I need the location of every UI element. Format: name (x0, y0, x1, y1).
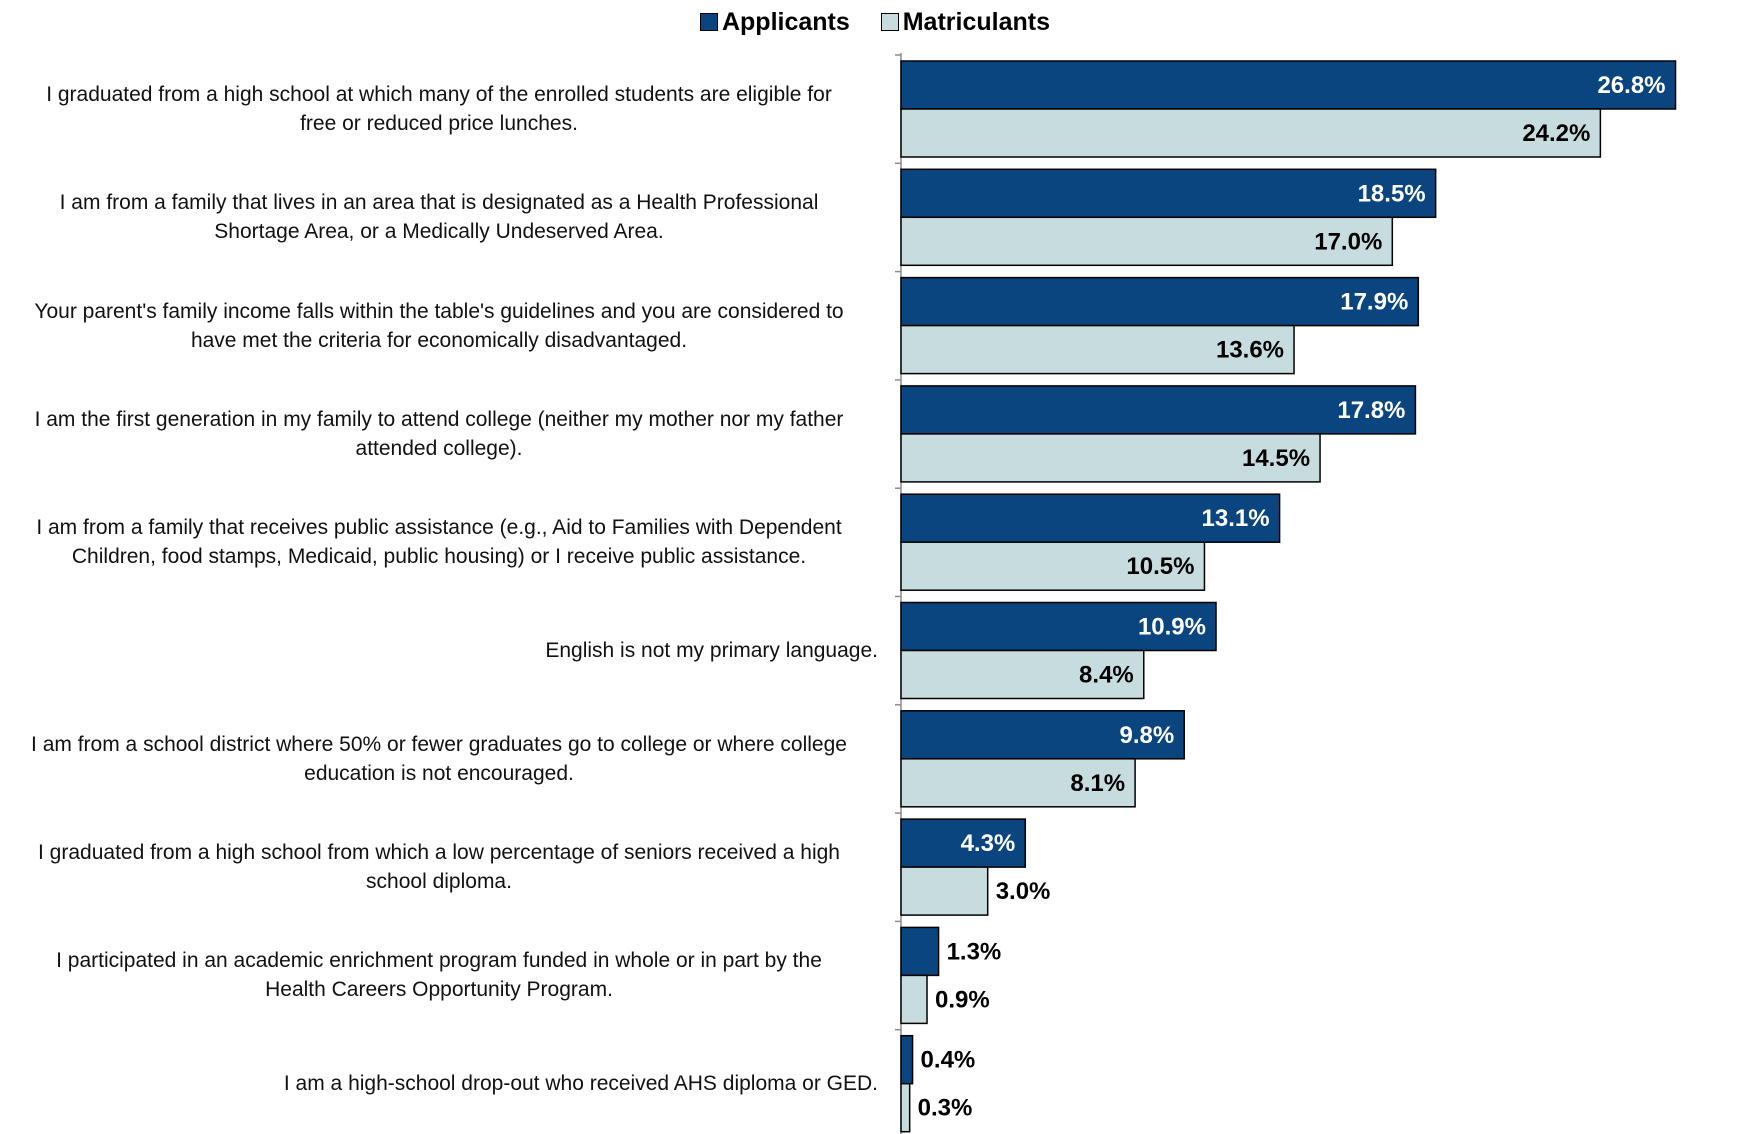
category-label-line: have met the criteria for economically d… (190, 328, 688, 352)
data-label-matriculants-7: 3.0% (996, 878, 1051, 905)
bar-matriculants-0 (900, 108, 1602, 158)
bar-matriculants-7 (900, 866, 989, 916)
data-label-matriculants-8: 0.9% (935, 986, 990, 1013)
data-label-matriculants-5: 8.4% (1079, 662, 1134, 689)
category-label-line: Children, food stamps, Medicaid, public … (71, 545, 807, 569)
data-label-applicants-8: 1.3% (947, 938, 1002, 965)
data-label-applicants-5: 10.9% (1138, 614, 1206, 641)
bar-matriculants-9 (900, 1082, 911, 1133)
legend-label-applicants: Applicants (721, 8, 850, 36)
legend-item-applicants: Applicants (699, 8, 850, 37)
bar-applicants-2 (900, 276, 1420, 327)
bar-applicants-4 (900, 493, 1281, 543)
category-label-line: English is not my primary language. (545, 639, 878, 662)
data-label-matriculants-0: 24.2% (1522, 120, 1590, 147)
bar-matriculants-6 (900, 758, 1136, 808)
category-label-line: I am from a family that receives public … (36, 516, 842, 540)
legend-label-matriculants: Matriculants (902, 8, 1050, 36)
category-label: I participated in an academic enrichment… (0, 946, 878, 1004)
data-label-matriculants-3: 14.5% (1242, 445, 1310, 472)
category-label-line: I graduated from a high school from whic… (38, 841, 840, 865)
bar-matriculants-3 (900, 433, 1321, 483)
bar-applicants-6 (900, 710, 1185, 760)
category-label: I graduated from a high school from whic… (0, 838, 878, 896)
data-label-applicants-0: 26.8% (1597, 72, 1665, 99)
category-label-line: I am the first generation in my family t… (34, 407, 844, 431)
category-label-line: I am from a school district where 50% or… (31, 732, 847, 756)
legend-item-matriculants: Matriculants (880, 8, 1050, 37)
data-label-applicants-7: 4.3% (961, 830, 1016, 857)
category-label-line: I participated in an academic enrichment… (56, 949, 822, 973)
category-label-line: I am a high-school drop-out who received… (283, 1072, 878, 1096)
data-label-applicants-3: 17.8% (1337, 397, 1405, 424)
category-label-line: Your parent's family income falls within… (34, 299, 844, 323)
bar-matriculants-8 (900, 974, 928, 1025)
category-label-line: Shortage Area, or a Medically Undeserved… (214, 220, 664, 244)
bar-matriculants-2 (900, 324, 1295, 375)
category-label-line: Health Careers Opportunity Program. (265, 978, 613, 1002)
bar-matriculants-5 (900, 649, 1145, 700)
category-label-line: attended college). (355, 436, 523, 460)
category-label-line: free or reduced price lunches. (300, 112, 578, 135)
data-label-applicants-2: 17.9% (1340, 289, 1408, 316)
category-label: I am from a family that receives public … (0, 513, 878, 571)
data-label-applicants-6: 9.8% (1120, 722, 1175, 749)
bar-matriculants-1 (900, 216, 1394, 267)
bar-applicants-1 (900, 168, 1437, 219)
data-label-applicants-1: 18.5% (1358, 180, 1426, 207)
data-label-matriculants-1: 17.0% (1314, 228, 1382, 255)
bar-matriculants-4 (900, 541, 1206, 591)
category-label: I am from a family that lives in an area… (0, 188, 878, 246)
category-label-line: school diploma. (366, 870, 512, 894)
data-label-applicants-4: 13.1% (1202, 505, 1270, 532)
category-label: I am the first generation in my family t… (0, 405, 878, 463)
legend-swatch-matriculants (880, 13, 899, 31)
category-label: I am from a school district where 50% or… (0, 730, 878, 788)
data-label-matriculants-4: 10.5% (1126, 553, 1194, 580)
bar-applicants-8 (900, 926, 940, 977)
category-label: I am a high-school drop-out who received… (0, 1069, 878, 1098)
bar-applicants-0 (900, 60, 1677, 110)
bar-applicants-9 (900, 1034, 914, 1085)
category-label: English is not my primary language. (0, 636, 878, 665)
data-label-matriculants-9: 0.3% (918, 1095, 973, 1122)
data-label-applicants-9: 0.4% (921, 1047, 976, 1074)
legend-swatch-applicants (699, 13, 718, 31)
category-label: Your parent's family income falls within… (0, 297, 878, 355)
data-label-matriculants-2: 13.6% (1216, 337, 1284, 364)
category-label-line: I graduated from a high school at which … (46, 83, 832, 106)
category-label-line: I am from a family that lives in an area… (59, 191, 819, 215)
data-label-matriculants-6: 8.1% (1070, 770, 1125, 797)
category-label: I graduated from a high school at which … (0, 80, 878, 138)
category-label-line: education is not encouraged. (304, 761, 574, 785)
legend: Applicants Matriculants (0, 8, 1750, 37)
